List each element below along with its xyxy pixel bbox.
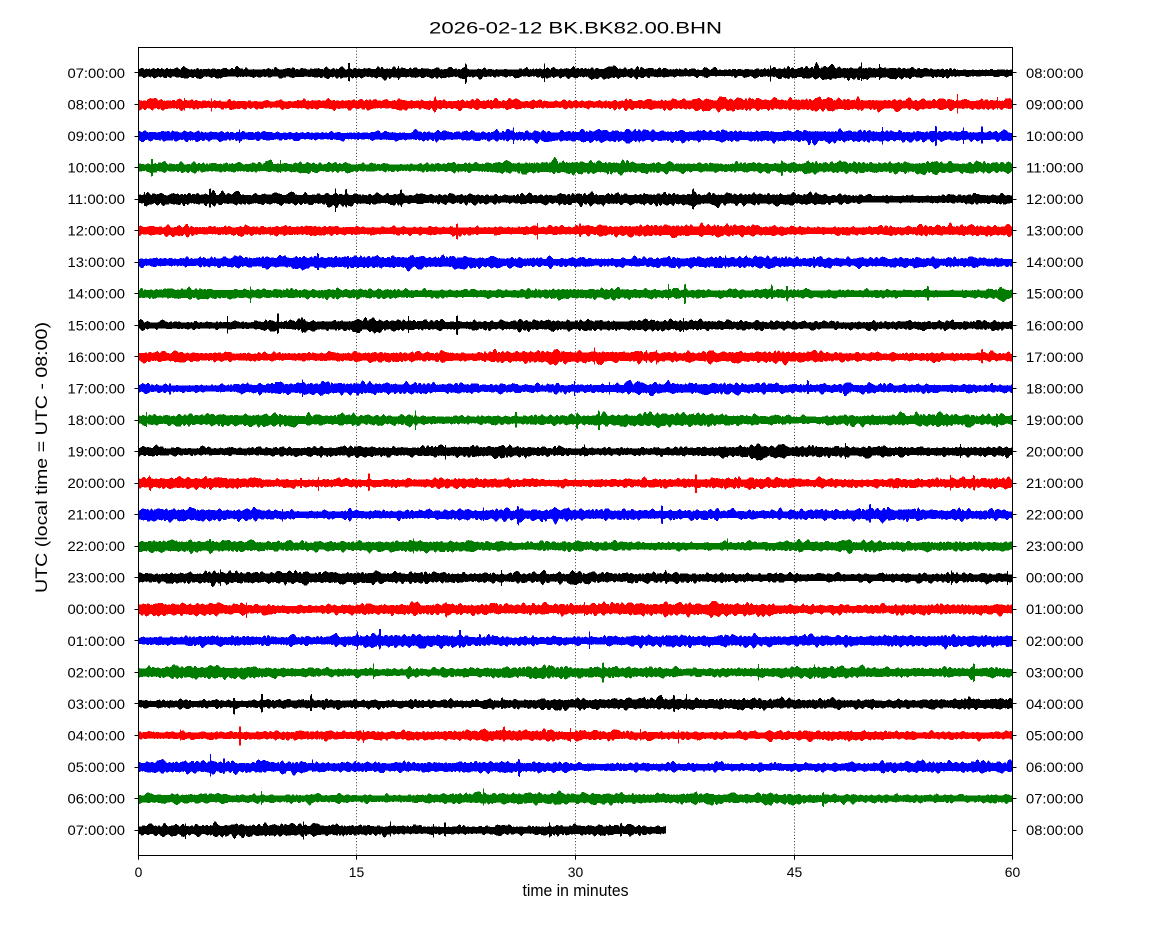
svg-text:23:00:00: 23:00:00 (68, 570, 126, 586)
svg-text:18:00:00: 18:00:00 (1026, 380, 1084, 396)
svg-text:01:00:00: 01:00:00 (68, 633, 126, 649)
svg-text:07:00:00: 07:00:00 (68, 65, 126, 81)
svg-text:22:00:00: 22:00:00 (68, 538, 126, 554)
svg-text:09:00:00: 09:00:00 (68, 128, 126, 144)
svg-text:18:00:00: 18:00:00 (68, 412, 126, 428)
svg-text:06:00:00: 06:00:00 (1026, 759, 1084, 775)
svg-text:10:00:00: 10:00:00 (68, 160, 126, 176)
svg-text:08:00:00: 08:00:00 (1026, 822, 1084, 838)
svg-text:21:00:00: 21:00:00 (1026, 475, 1084, 491)
svg-text:11:00:00: 11:00:00 (1026, 160, 1084, 176)
svg-text:45: 45 (787, 864, 803, 880)
svg-text:07:00:00: 07:00:00 (1026, 791, 1084, 807)
svg-text:2026-02-12 BK.BK82.00.BHN: 2026-02-12 BK.BK82.00.BHN (429, 19, 722, 38)
svg-text:19:00:00: 19:00:00 (68, 444, 126, 460)
svg-text:13:00:00: 13:00:00 (68, 254, 126, 270)
svg-text:14:00:00: 14:00:00 (68, 286, 126, 302)
svg-text:19:00:00: 19:00:00 (1026, 412, 1084, 428)
svg-text:13:00:00: 13:00:00 (1026, 223, 1084, 239)
svg-text:05:00:00: 05:00:00 (68, 759, 126, 775)
svg-text:05:00:00: 05:00:00 (1026, 727, 1084, 743)
svg-text:09:00:00: 09:00:00 (1026, 96, 1084, 112)
svg-text:00:00:00: 00:00:00 (68, 601, 126, 617)
svg-text:08:00:00: 08:00:00 (1026, 65, 1084, 81)
svg-text:02:00:00: 02:00:00 (68, 664, 126, 680)
svg-text:17:00:00: 17:00:00 (1026, 349, 1084, 365)
svg-text:14:00:00: 14:00:00 (1026, 254, 1084, 270)
svg-text:23:00:00: 23:00:00 (1026, 538, 1084, 554)
svg-text:22:00:00: 22:00:00 (1026, 507, 1084, 523)
svg-text:06:00:00: 06:00:00 (68, 791, 126, 807)
svg-text:15: 15 (349, 864, 365, 880)
svg-text:00:00:00: 00:00:00 (1026, 570, 1084, 586)
svg-text:time in minutes: time in minutes (523, 881, 629, 900)
svg-text:21:00:00: 21:00:00 (68, 507, 126, 523)
svg-text:30: 30 (568, 864, 584, 880)
svg-text:03:00:00: 03:00:00 (1026, 664, 1084, 680)
svg-text:UTC (local time = UTC - 08:00): UTC (local time = UTC - 08:00) (32, 322, 51, 593)
svg-text:15:00:00: 15:00:00 (68, 317, 126, 333)
svg-text:11:00:00: 11:00:00 (68, 191, 126, 207)
svg-text:04:00:00: 04:00:00 (1026, 696, 1084, 712)
svg-text:60: 60 (1005, 864, 1021, 880)
svg-text:16:00:00: 16:00:00 (68, 349, 126, 365)
svg-text:04:00:00: 04:00:00 (68, 727, 126, 743)
svg-text:0: 0 (135, 864, 143, 880)
svg-text:16:00:00: 16:00:00 (1026, 317, 1084, 333)
svg-text:15:00:00: 15:00:00 (1026, 286, 1084, 302)
svg-text:20:00:00: 20:00:00 (1026, 444, 1084, 460)
svg-text:10:00:00: 10:00:00 (1026, 128, 1084, 144)
svg-text:01:00:00: 01:00:00 (1026, 601, 1084, 617)
svg-text:12:00:00: 12:00:00 (68, 223, 126, 239)
svg-text:02:00:00: 02:00:00 (1026, 633, 1084, 649)
svg-text:12:00:00: 12:00:00 (1026, 191, 1084, 207)
svg-text:07:00:00: 07:00:00 (68, 822, 126, 838)
svg-text:08:00:00: 08:00:00 (68, 96, 126, 112)
svg-text:20:00:00: 20:00:00 (68, 475, 126, 491)
svg-text:17:00:00: 17:00:00 (68, 380, 126, 396)
svg-text:03:00:00: 03:00:00 (68, 696, 126, 712)
